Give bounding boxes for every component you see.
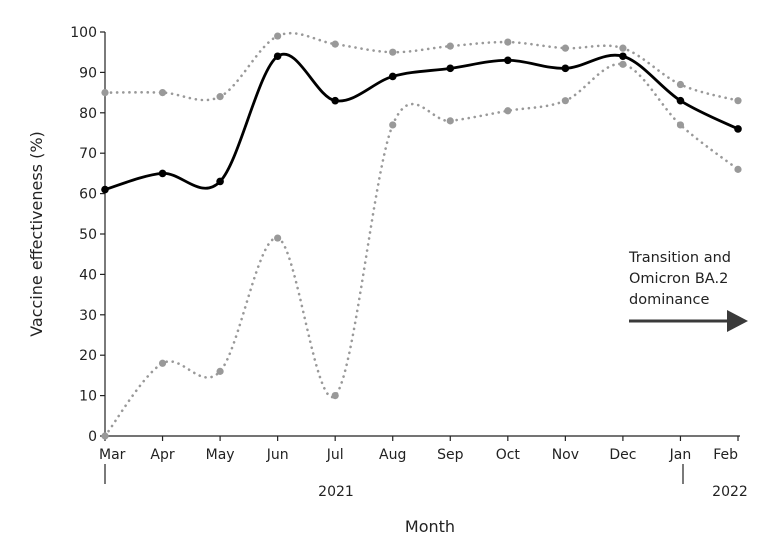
y-tick-label: 10 [79,389,97,405]
data-point-estimate [734,125,742,133]
data-point-lower-bound [158,359,167,367]
x-tick-label: Jan [669,447,692,463]
x-tick-label: Sep [437,447,464,463]
y-tick-label: 60 [79,187,97,203]
x-tick-label: May [206,447,235,463]
data-point-estimate [388,72,397,81]
data-point-lower-bound [504,107,512,115]
data-point-lower-bound [274,234,282,242]
y-ticks: 0 10 20 30 40 50 60 70 80 90 100 [70,25,105,445]
x-tick-label: Jun [266,447,289,463]
x-tick-label: Mar [99,447,126,463]
x-tick-label: Aug [379,447,406,463]
y-tick-label: 90 [79,65,97,81]
data-point-upper-bound [619,44,627,52]
data-point-estimate [158,169,167,178]
x-ticks: Mar Apr May Jun Jul Aug Sep Oct Nov Dec Jan Feb [99,436,739,463]
data-point-estimate [561,64,570,73]
data-point-lower-bound [446,117,454,125]
y-tick-label: 70 [79,146,97,162]
x-tick-label: Dec [609,447,636,463]
data-point-lower-bound [676,121,685,129]
data-point-estimate [619,52,627,61]
data-point-upper-bound [101,89,109,97]
y-axis-label: Vaccine effectiveness (%) [27,131,46,337]
y-tick-label: 30 [79,308,97,324]
annotation-arrow [629,310,748,332]
series-estimate [101,52,742,194]
data-point-upper-bound [504,38,512,46]
series-layer [101,31,742,440]
data-point-estimate [216,177,224,186]
data-point-lower-bound [561,97,569,105]
x-tick-label: Nov [552,447,579,463]
x-tick-label: Jul [326,447,344,463]
x-tick-label: Oct [496,447,521,463]
series-lower-bound [101,60,742,440]
annotation-line-1: Transition and [628,250,731,266]
y-tick-label: 20 [79,348,97,364]
annotation-arrow-head [727,310,748,332]
data-point-estimate [446,64,455,73]
y-tick-label: 80 [79,106,97,122]
data-point-estimate [101,185,109,194]
data-point-upper-bound [446,42,454,50]
series-upper-bound [101,31,742,105]
data-point-upper-bound [389,48,397,56]
data-point-lower-bound [101,432,109,440]
data-point-lower-bound [734,165,742,173]
data-point-lower-bound [331,392,339,400]
data-point-lower-bound [216,367,224,375]
x-tick-label: Apr [150,447,174,463]
annotation-line-3: dominance [629,292,709,308]
x-axis-label: Month [405,517,455,536]
series-line-estimate [104,52,739,191]
data-point-upper-bound [676,80,685,89]
data-point-upper-bound [331,40,339,48]
annotation-line-2: Omicron BA.2 [629,271,728,287]
y-tick-label: 0 [88,429,97,445]
data-point-estimate [331,96,339,105]
data-point-upper-bound [274,32,282,40]
y-tick-label: 40 [79,267,97,283]
year-label-2022: 2022 [712,484,748,500]
data-point-estimate [273,52,282,61]
data-point-estimate [676,96,685,105]
data-point-estimate [504,56,512,65]
year-label-2021: 2021 [318,484,354,500]
data-point-upper-bound [158,89,167,97]
data-point-lower-bound [389,121,397,129]
data-point-upper-bound [561,44,569,52]
x-tick-label: Feb [713,447,738,463]
data-point-upper-bound [216,93,224,101]
y-tick-label: 50 [79,227,97,243]
data-point-upper-bound [734,97,742,105]
data-point-lower-bound [619,60,627,68]
y-tick-label: 100 [70,25,97,41]
